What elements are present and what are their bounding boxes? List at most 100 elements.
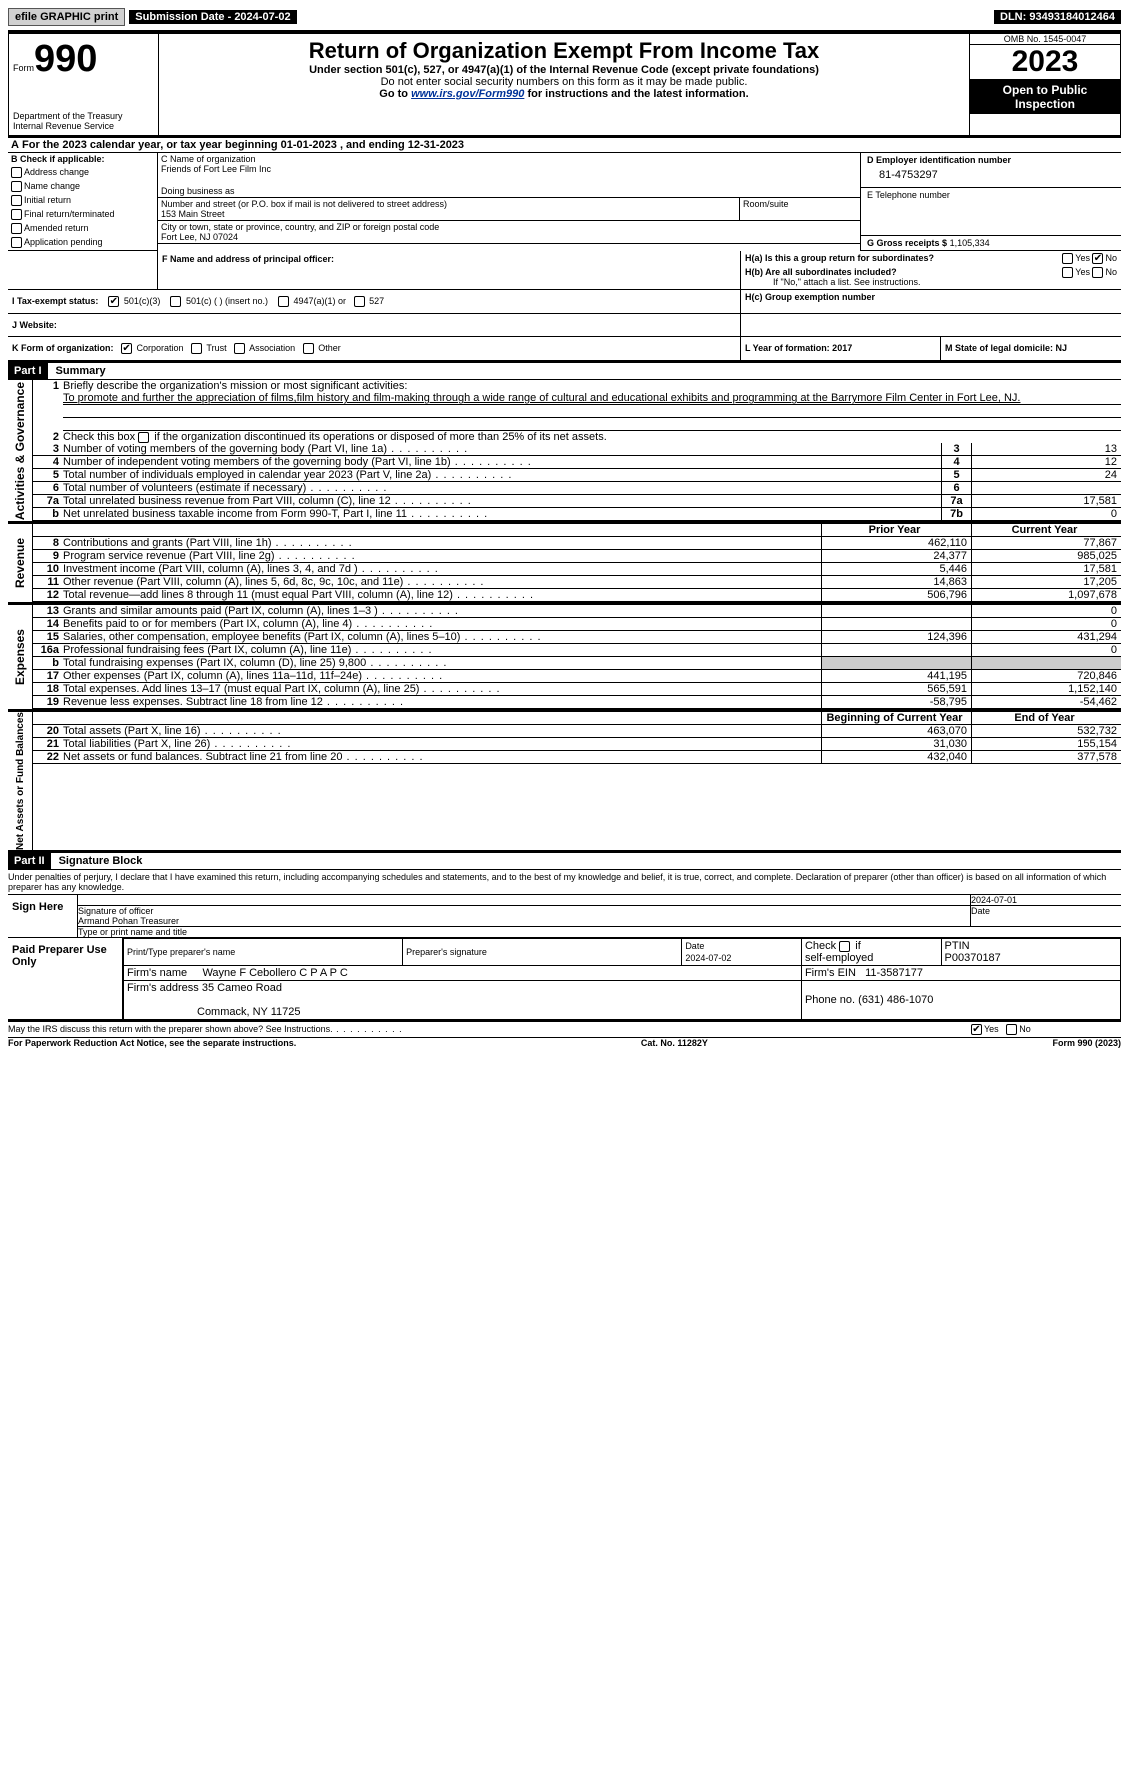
row-num: 10	[33, 563, 63, 575]
opt-501c3: 501(c)(3)	[124, 296, 161, 306]
row-curr: 155,154	[971, 738, 1121, 750]
q2-num: 2	[33, 431, 63, 443]
row-desc: Total liabilities (Part X, line 26)	[63, 738, 821, 750]
chk-discuss-yes[interactable]	[971, 1024, 982, 1035]
row-desc: Total expenses. Add lines 13–17 (must eq…	[63, 683, 821, 695]
exp-section: Expenses 13 Grants and similar amounts p…	[8, 605, 1121, 709]
chk-501c3[interactable]	[108, 296, 119, 307]
chk-ha-yes[interactable]	[1062, 253, 1073, 264]
opt-name-change: Name change	[24, 181, 80, 191]
hdr-beg: Beginning of Current Year	[821, 712, 971, 724]
net-section: Net Assets or Fund Balances Beginning of…	[8, 712, 1121, 850]
section-b: B Check if applicable: Address change Na…	[8, 153, 158, 251]
row-val: 0	[971, 508, 1121, 520]
row-curr: -54,462	[971, 696, 1121, 708]
city: Fort Lee, NJ 07024	[161, 232, 857, 242]
prep-name-label: Print/Type preparer's name	[127, 947, 235, 957]
f-h-row: F Name and address of principal officer:…	[8, 251, 1121, 290]
row-num: 3	[33, 443, 63, 455]
chk-discontinued[interactable]	[138, 432, 149, 443]
chk-hb-no[interactable]	[1092, 267, 1103, 278]
row-curr: 0	[971, 644, 1121, 656]
q1-num: 1	[33, 380, 63, 431]
prep-date: 2024-07-02	[685, 953, 731, 963]
firm-name: Wayne F Cebollero C P A P C	[202, 967, 347, 979]
row-num: 4	[33, 456, 63, 468]
chk-527[interactable]	[354, 296, 365, 307]
row-num: b	[33, 657, 63, 669]
row-val: 24	[971, 469, 1121, 481]
row-code: 7a	[941, 495, 971, 507]
chk-initial-return[interactable]	[11, 195, 22, 206]
paid-preparer-label: Paid Preparer Use Only	[8, 938, 123, 1019]
opt-trust: Trust	[206, 343, 226, 353]
page-footer: For Paperwork Reduction Act Notice, see …	[8, 1038, 1121, 1048]
chk-4947[interactable]	[278, 296, 289, 307]
ptin: P00370187	[945, 952, 1001, 964]
k-label: K Form of organization:	[12, 343, 114, 353]
chk-final-return[interactable]	[11, 209, 22, 220]
declaration: Under penalties of perjury, I declare th…	[8, 870, 1121, 894]
section-c: C Name of organization Friends of Fort L…	[158, 153, 861, 251]
chk-address-change[interactable]	[11, 167, 22, 178]
chk-discuss-no[interactable]	[1006, 1024, 1017, 1035]
efile-print-button[interactable]: efile GRAPHIC print	[8, 8, 125, 26]
part2-title: Signature Block	[51, 853, 151, 869]
row-prior: 565,591	[821, 683, 971, 695]
row-prior: 463,070	[821, 725, 971, 737]
chk-corp[interactable]	[121, 343, 132, 354]
j-row: J Website:	[8, 314, 1121, 337]
opt-527: 527	[369, 296, 384, 306]
chk-amended-return[interactable]	[11, 223, 22, 234]
i-row: I Tax-exempt status: 501(c)(3) 501(c) ( …	[8, 290, 1121, 314]
opt-amended-return: Amended return	[24, 223, 89, 233]
chk-ha-no[interactable]	[1092, 253, 1103, 264]
row-desc: Total number of individuals employed in …	[63, 469, 941, 481]
row-prior: 506,796	[821, 589, 971, 601]
e-label: E Telephone number	[867, 190, 1115, 200]
chk-trust[interactable]	[191, 343, 202, 354]
opt-other: Other	[318, 343, 341, 353]
top-bar: efile GRAPHIC print Submission Date - 20…	[8, 8, 1121, 26]
chk-app-pending[interactable]	[11, 237, 22, 248]
chk-assoc[interactable]	[234, 343, 245, 354]
dln-label: DLN:	[1000, 11, 1026, 23]
section-h: H(a) Is this a group return for subordin…	[741, 251, 1121, 290]
chk-other[interactable]	[303, 343, 314, 354]
irs-link[interactable]: www.irs.gov/Form990	[411, 88, 524, 100]
opt-final-return: Final return/terminated	[24, 209, 115, 219]
row-prior: 432,040	[821, 751, 971, 763]
org-name: Friends of Fort Lee Film Inc	[161, 164, 857, 174]
chk-hb-yes[interactable]	[1062, 267, 1073, 278]
row-code: 4	[941, 456, 971, 468]
street: 153 Main Street	[161, 209, 736, 219]
sidebar-gov: Activities & Governance	[13, 382, 27, 520]
row-num: 11	[33, 576, 63, 588]
chk-name-change[interactable]	[11, 181, 22, 192]
chk-501c[interactable]	[170, 296, 181, 307]
row-desc: Net assets or fund balances. Subtract li…	[63, 751, 821, 763]
discuss-label: May the IRS discuss this return with the…	[8, 1024, 971, 1035]
row-desc: Program service revenue (Part VIII, line…	[63, 550, 821, 562]
firm-addr1: 35 Cameo Road	[202, 982, 282, 994]
form-id-box: Form990 Department of the Treasury Inter…	[9, 34, 159, 135]
row-num: 18	[33, 683, 63, 695]
l-label: L Year of formation: 2017	[745, 343, 852, 353]
phone: (631) 486-1070	[858, 994, 933, 1006]
opt-app-pending: Application pending	[24, 237, 103, 247]
ha-yes: Yes	[1075, 253, 1090, 263]
b-label: B Check if applicable:	[8, 153, 157, 165]
row-prior: 124,396	[821, 631, 971, 643]
submission-date: Submission Date - 2024-07-02	[129, 10, 296, 24]
row-val: 12	[971, 456, 1121, 468]
part2-tab: Part II	[8, 853, 51, 869]
row-prior: 24,377	[821, 550, 971, 562]
row-curr: 377,578	[971, 751, 1121, 763]
section-deg: D Employer identification number 81-4753…	[861, 153, 1121, 251]
i-label: I Tax-exempt status:	[12, 296, 98, 306]
opt-501c: 501(c) ( ) (insert no.)	[186, 296, 268, 306]
row-num: 6	[33, 482, 63, 494]
preparer-table: Print/Type preparer's name Preparer's si…	[123, 938, 1121, 1019]
chk-self-employed[interactable]	[839, 941, 850, 952]
self-emp-label: self-employed	[805, 952, 873, 964]
